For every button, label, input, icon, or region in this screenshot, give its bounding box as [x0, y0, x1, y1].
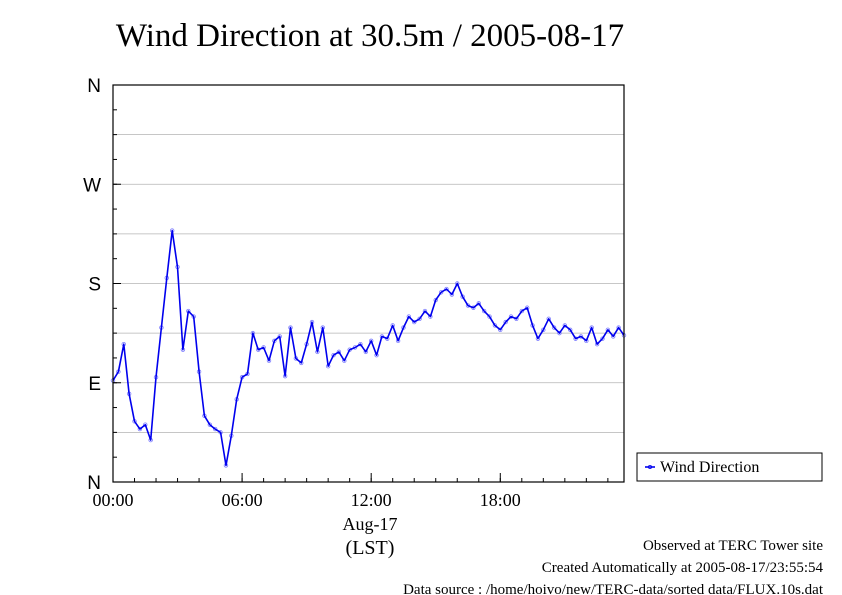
data-point [207, 422, 213, 427]
data-point [358, 341, 363, 347]
data-point [551, 325, 557, 330]
legend-label-wind-direction: Wind Direction [660, 459, 759, 476]
x-axis-label: (LST) [346, 537, 395, 559]
data-point [476, 301, 481, 306]
data-point [438, 290, 444, 295]
data-point [562, 323, 568, 328]
data-point [519, 308, 524, 314]
data-point [422, 308, 428, 314]
data-point [137, 426, 143, 432]
data-point [412, 319, 417, 325]
data-point [444, 286, 449, 292]
data-point [503, 319, 508, 325]
y-tick-label: N [87, 473, 101, 494]
footer-created-timestamp: Created Automatically at 2005-08-17/23:5… [542, 560, 824, 576]
y-tick-label: W [83, 175, 101, 196]
x-tick-label: 00:00 [92, 490, 133, 510]
data-point [342, 358, 347, 363]
data-point [611, 334, 616, 339]
data-point [605, 327, 611, 333]
x-tick-label: 06:00 [222, 490, 263, 510]
legend: Wind Direction [636, 452, 823, 482]
y-axis-ticks: N E S W N [83, 76, 121, 494]
y-tick-label: N [87, 76, 101, 97]
data-point [557, 330, 562, 336]
data-point [449, 292, 455, 297]
y-tick-label: S [88, 275, 101, 296]
data-point [492, 323, 498, 328]
data-point [212, 426, 218, 432]
data-point [498, 327, 503, 333]
data-point [331, 352, 336, 358]
y-tick-label: E [88, 374, 101, 395]
data-point [417, 316, 422, 321]
grid-lines [113, 134, 624, 433]
x-tick-label: 12:00 [351, 490, 392, 510]
data-point [481, 308, 487, 314]
chart-title: Wind Direction at 30.5m / 2005-08-17 [116, 18, 624, 54]
series-lines [112, 229, 625, 467]
data-point [568, 327, 573, 333]
x-axis-ticks: 00:00 06:00 12:00 18:00 [92, 473, 609, 510]
data-point [406, 314, 412, 319]
x-tick-label: 18:00 [480, 490, 521, 510]
series-line-wind-direction [112, 229, 625, 467]
data-point [336, 349, 342, 355]
x-axis-date-label: Aug-17 [343, 514, 398, 534]
legend-box [636, 452, 823, 482]
data-point [616, 325, 621, 330]
data-point [600, 336, 605, 341]
legend-dot-swatch [648, 464, 653, 469]
footer-observed-site: Observed at TERC Tower site [643, 538, 823, 554]
footer-data-source: Data source : /home/hoivo/new/TERC-data/… [403, 582, 824, 595]
data-point [487, 314, 492, 319]
